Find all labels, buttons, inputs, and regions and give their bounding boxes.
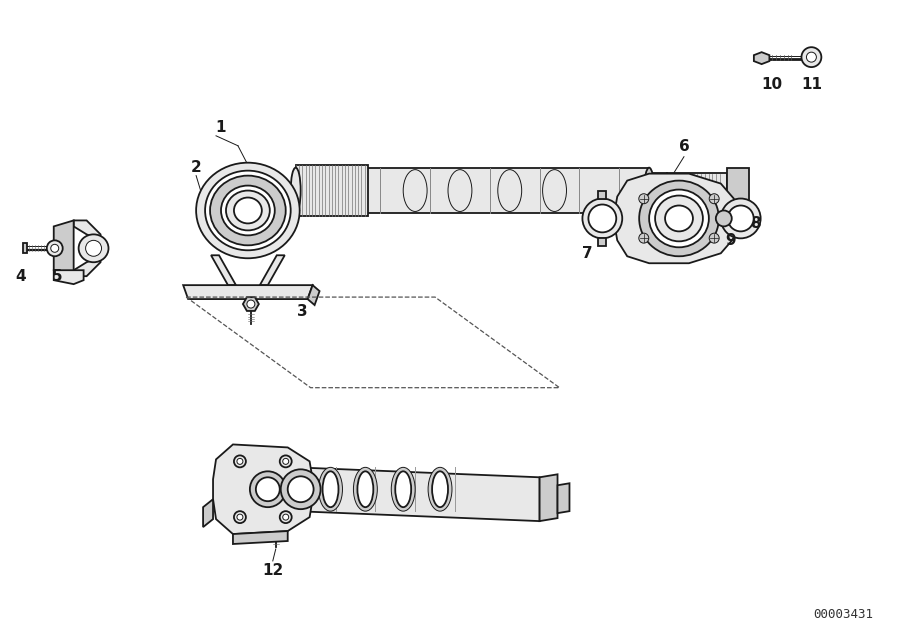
Polygon shape: [754, 52, 770, 64]
Ellipse shape: [256, 478, 280, 501]
Polygon shape: [211, 255, 236, 285]
Polygon shape: [540, 474, 557, 521]
Ellipse shape: [237, 514, 243, 520]
Ellipse shape: [47, 240, 63, 257]
Polygon shape: [74, 257, 101, 276]
Polygon shape: [296, 467, 540, 521]
Text: 8: 8: [751, 216, 761, 231]
Ellipse shape: [250, 471, 285, 507]
Text: 9: 9: [725, 233, 736, 248]
Ellipse shape: [226, 190, 270, 231]
Polygon shape: [243, 297, 259, 311]
Ellipse shape: [589, 204, 616, 232]
Polygon shape: [296, 168, 649, 213]
Ellipse shape: [78, 234, 109, 262]
Polygon shape: [667, 173, 727, 208]
Ellipse shape: [86, 240, 102, 257]
Ellipse shape: [283, 458, 289, 464]
Ellipse shape: [728, 206, 753, 231]
Text: 7: 7: [582, 246, 593, 261]
Polygon shape: [296, 164, 368, 217]
Ellipse shape: [237, 458, 243, 464]
Ellipse shape: [428, 467, 452, 511]
Polygon shape: [271, 526, 281, 538]
Ellipse shape: [210, 176, 285, 245]
Ellipse shape: [639, 180, 719, 257]
Ellipse shape: [403, 170, 427, 211]
Ellipse shape: [649, 190, 709, 247]
Ellipse shape: [716, 210, 732, 227]
Polygon shape: [308, 285, 320, 305]
Ellipse shape: [448, 170, 472, 211]
Ellipse shape: [806, 52, 816, 62]
Ellipse shape: [709, 194, 719, 204]
Ellipse shape: [357, 471, 374, 507]
Text: 2: 2: [191, 160, 202, 175]
Polygon shape: [647, 173, 667, 208]
Polygon shape: [727, 168, 749, 213]
Polygon shape: [54, 271, 84, 284]
Ellipse shape: [281, 469, 320, 509]
Ellipse shape: [655, 196, 703, 241]
Text: 5: 5: [51, 269, 62, 284]
Polygon shape: [74, 220, 101, 240]
Polygon shape: [22, 243, 27, 253]
Ellipse shape: [709, 233, 719, 243]
Ellipse shape: [234, 511, 246, 523]
Ellipse shape: [288, 476, 313, 502]
Polygon shape: [54, 220, 74, 276]
Ellipse shape: [234, 197, 262, 224]
Ellipse shape: [498, 170, 522, 211]
Text: 4: 4: [15, 269, 26, 284]
Ellipse shape: [247, 300, 255, 308]
Polygon shape: [203, 499, 213, 527]
Ellipse shape: [280, 455, 292, 467]
Ellipse shape: [319, 467, 343, 511]
Ellipse shape: [205, 171, 291, 250]
Text: 3: 3: [297, 304, 308, 319]
Polygon shape: [213, 444, 312, 534]
Polygon shape: [184, 285, 312, 299]
Ellipse shape: [196, 163, 300, 258]
Ellipse shape: [291, 168, 301, 213]
Ellipse shape: [392, 467, 415, 511]
Text: 6: 6: [679, 139, 689, 154]
Ellipse shape: [395, 471, 411, 507]
Ellipse shape: [665, 206, 693, 231]
Ellipse shape: [50, 244, 58, 252]
Polygon shape: [598, 190, 607, 199]
Polygon shape: [260, 255, 284, 285]
Ellipse shape: [432, 471, 448, 507]
Polygon shape: [233, 531, 288, 544]
Polygon shape: [615, 173, 737, 264]
Text: 12: 12: [262, 563, 284, 578]
Polygon shape: [598, 238, 607, 246]
Text: 10: 10: [761, 77, 782, 91]
Ellipse shape: [221, 185, 274, 236]
Ellipse shape: [639, 233, 649, 243]
Ellipse shape: [802, 47, 822, 67]
Polygon shape: [557, 483, 570, 513]
Ellipse shape: [721, 199, 760, 238]
Ellipse shape: [322, 471, 338, 507]
Text: 11: 11: [801, 77, 822, 91]
Ellipse shape: [354, 467, 377, 511]
Text: 00003431: 00003431: [813, 608, 873, 620]
Ellipse shape: [582, 199, 622, 238]
Ellipse shape: [280, 511, 292, 523]
Ellipse shape: [283, 514, 289, 520]
Ellipse shape: [644, 168, 654, 213]
Ellipse shape: [543, 170, 566, 211]
Ellipse shape: [234, 455, 246, 467]
Text: 1: 1: [216, 121, 226, 135]
Ellipse shape: [639, 194, 649, 204]
